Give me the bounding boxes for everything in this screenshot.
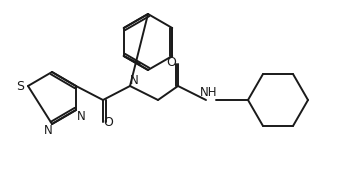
Text: O: O <box>166 56 176 69</box>
Text: NH: NH <box>200 87 218 100</box>
Text: N: N <box>77 109 86 122</box>
Text: N: N <box>44 124 52 137</box>
Text: S: S <box>16 80 24 93</box>
Text: O: O <box>103 117 113 130</box>
Text: N: N <box>130 74 138 87</box>
